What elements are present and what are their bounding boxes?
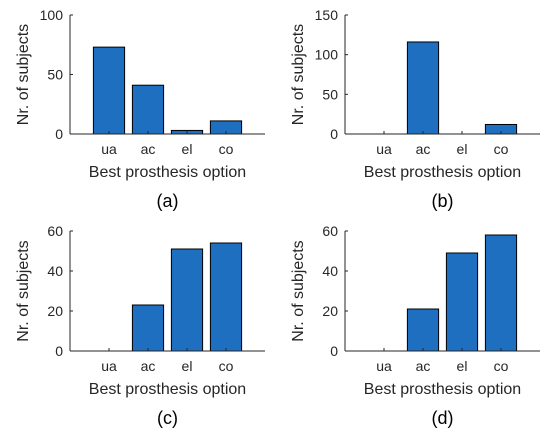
y-tick-label: 20 <box>47 303 63 319</box>
x-tick-label: ua <box>376 141 392 157</box>
subplot-1: 0 50 100 ua ac el co Best prosthesis option Nr. … <box>15 7 265 211</box>
y-tick-label: 40 <box>322 263 338 279</box>
bar-co <box>209 242 243 352</box>
subplot-3: 0 20 40 60 ua ac el co Best prosthesis option Nr.… <box>15 223 265 428</box>
y-axis-label: Nr. of subjects <box>15 24 32 125</box>
bar-ac <box>406 308 440 352</box>
bar-co <box>484 234 518 352</box>
bar-ac <box>406 41 440 135</box>
x-tick-label: ac <box>141 358 156 374</box>
y-tick-label: 0 <box>330 343 338 359</box>
x-tick-label: el <box>457 358 468 374</box>
y-tick-label: 60 <box>47 223 63 239</box>
panel-label: (c) <box>157 408 178 428</box>
x-axis-label: Best prosthesis option <box>364 164 521 181</box>
x-tick-label: co <box>219 358 234 374</box>
panel-label: (b) <box>432 191 454 211</box>
y-tick-label: 50 <box>47 67 63 83</box>
x-tick-label: ac <box>141 141 156 157</box>
y-tick-label: 50 <box>322 86 338 102</box>
y-axis-label: Nr. of subjects <box>15 240 32 341</box>
y-tick-label: 20 <box>322 303 338 319</box>
bar-ac <box>131 304 165 352</box>
y-tick-label: 0 <box>55 126 63 142</box>
bar-ua <box>92 46 126 135</box>
bar-el <box>445 252 479 352</box>
x-tick-label: ua <box>101 358 117 374</box>
subplot-2: 0 50 100 150 ua ac el co Best prosthesis option N… <box>290 7 540 211</box>
y-tick-label: 40 <box>47 263 63 279</box>
y-tick-label: 100 <box>315 47 339 63</box>
x-tick-label: co <box>494 141 509 157</box>
x-axis-label: Best prosthesis option <box>364 381 521 398</box>
bar-ac <box>131 84 165 135</box>
x-tick-label: co <box>219 141 234 157</box>
y-axis-label: Nr. of subjects <box>290 24 307 125</box>
bar-el <box>170 248 204 352</box>
x-tick-label: ac <box>416 141 431 157</box>
y-tick-label: 100 <box>40 7 64 23</box>
y-tick-label: 0 <box>55 343 63 359</box>
x-tick-label: el <box>457 141 468 157</box>
panel-label: (a) <box>157 191 179 211</box>
subplot-4: 0 20 40 60 ua ac el co Best prosthesis option Nr.… <box>290 223 540 428</box>
x-axis-label: Best prosthesis option <box>89 381 246 398</box>
panel-label: (d) <box>432 408 454 428</box>
x-tick-label: ua <box>101 141 117 157</box>
x-tick-label: el <box>182 141 193 157</box>
y-tick-label: 150 <box>315 7 339 23</box>
x-tick-label: co <box>494 358 509 374</box>
x-tick-label: el <box>182 358 193 374</box>
x-axis-label: Best prosthesis option <box>89 164 246 181</box>
x-tick-label: ua <box>376 358 392 374</box>
y-tick-label: 0 <box>330 126 338 142</box>
y-axis-label: Nr. of subjects <box>290 240 307 341</box>
y-tick-label: 60 <box>322 223 338 239</box>
x-tick-label: ac <box>416 358 431 374</box>
